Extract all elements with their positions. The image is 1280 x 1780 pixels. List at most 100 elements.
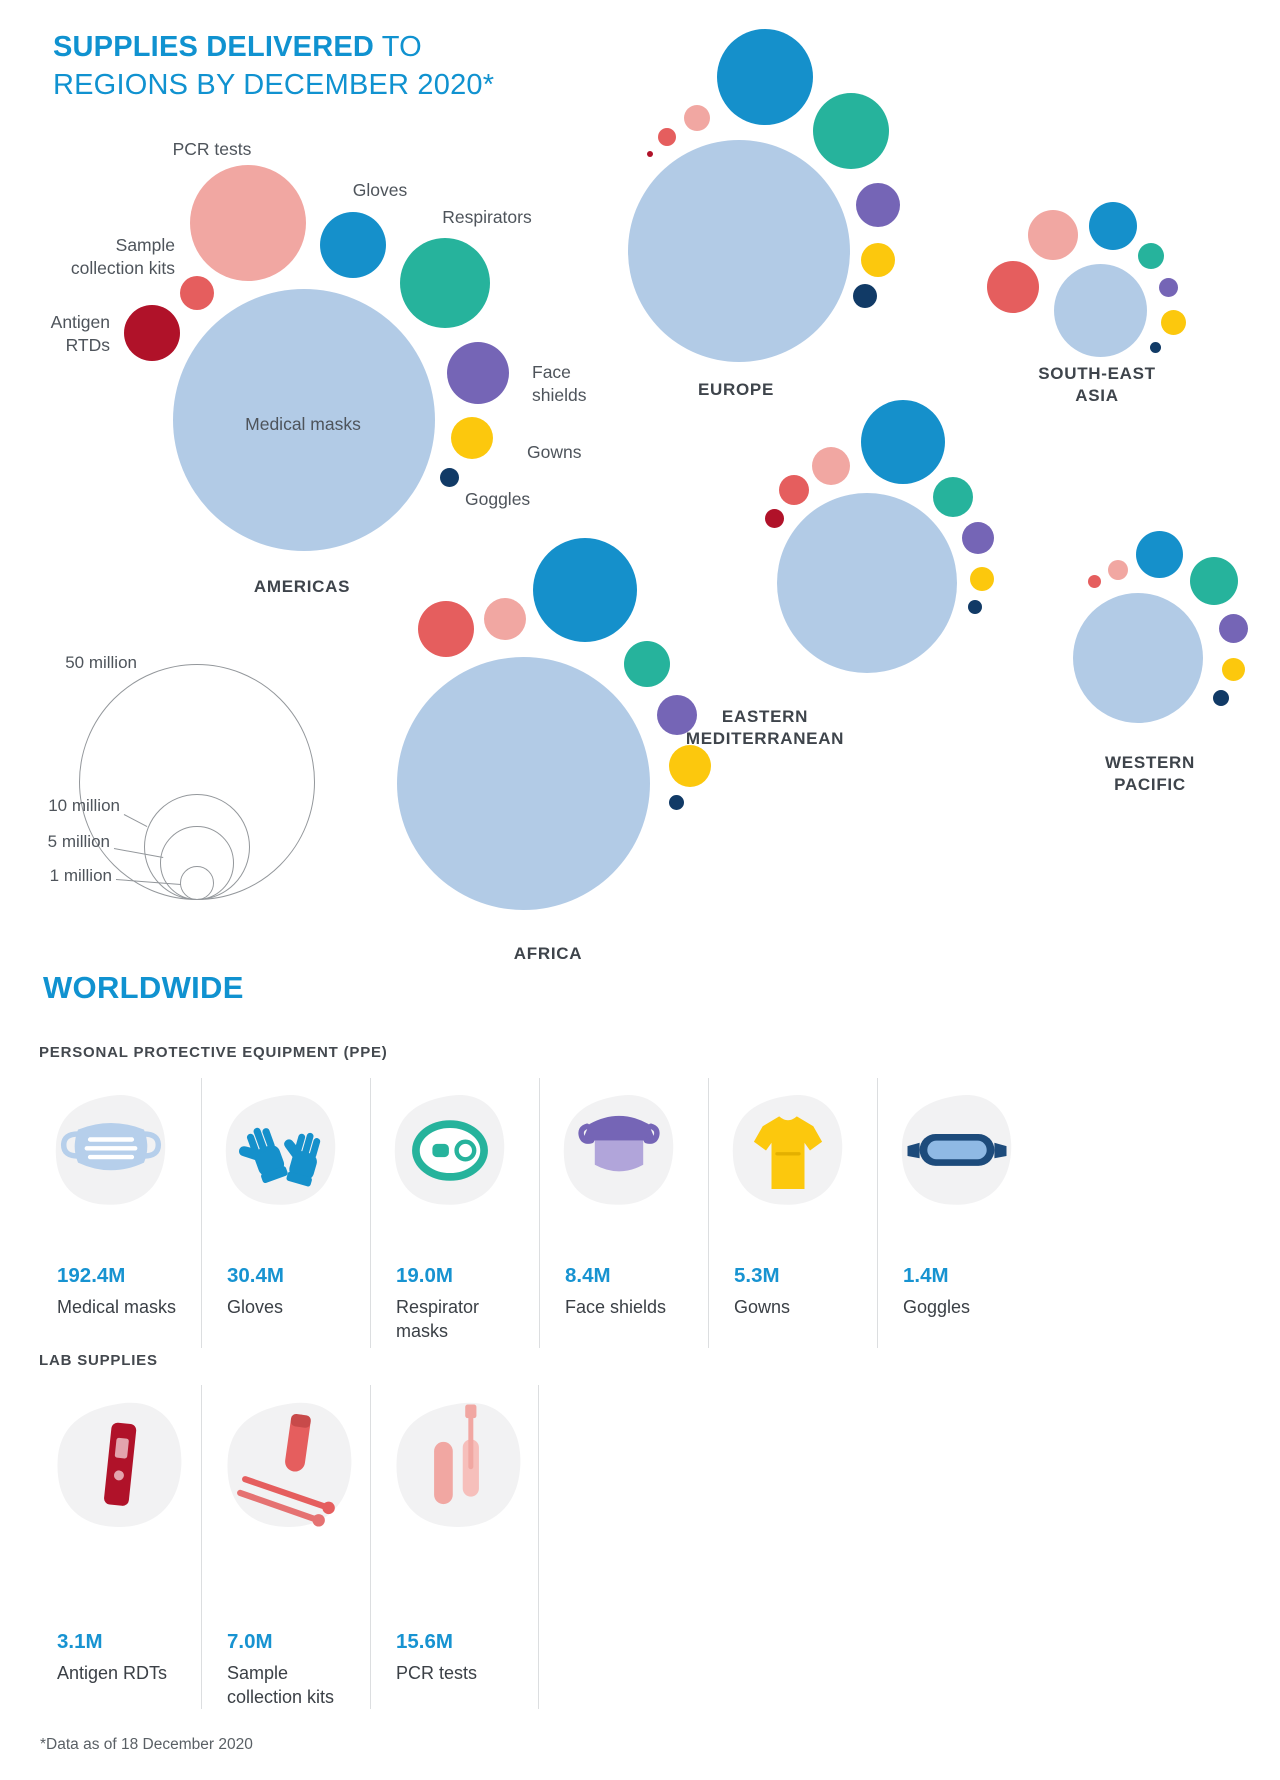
gloves-icon (215, 1090, 370, 1256)
region-label-europe: EUROPE (698, 380, 774, 399)
supply-label: Medical masks (57, 1297, 177, 1317)
face-shield-icon (553, 1090, 708, 1256)
bubble-south-east-asia-respirators (1138, 243, 1164, 269)
bubble-africa-sample-collection-kits (418, 601, 474, 657)
bubble-europe-gowns (861, 243, 895, 277)
bubble-western-pacific-gloves (1135, 530, 1183, 578)
page-title: SUPPLIES DELIVERED TO REGIONS BY DECEMBE… (53, 28, 494, 104)
bubble-americas-face-shields (447, 342, 509, 404)
bubble-south-east-asia-sample-collection-kits (987, 261, 1039, 313)
supply-value: 30.4M (227, 1264, 284, 1287)
medical-mask-icon (45, 1090, 201, 1256)
bubble-europe-medical-masks (628, 140, 850, 362)
legend-label-50m: 50 million (65, 653, 137, 672)
bubble-americas-respirators (400, 238, 490, 328)
footnote: *Data as of 18 December 2020 (40, 1736, 253, 1753)
bubble-western-pacific-pcr-tests (1108, 560, 1128, 580)
chart-label-gloves: Gloves (352, 180, 408, 200)
bubble-africa-medical-masks (396, 656, 650, 910)
bubble-south-east-asia-gowns (1160, 309, 1186, 335)
bubble-europe-pcr-tests (684, 105, 710, 131)
bubble-eastern-mediterranean-gowns (970, 567, 994, 591)
respirator-icon (384, 1090, 539, 1256)
chart-label-medical-masks: Medical masks (245, 414, 361, 434)
chart-label-sample-collection-kits: Sample collection kits (70, 235, 175, 278)
bubble-chart: AMERICAS EUROPE SOUTH-EAST ASIA EASTERN MEDIT… (48, 29, 1248, 963)
supply-value: 19.0M (396, 1264, 453, 1287)
supply-value: 15.6M (396, 1630, 453, 1653)
pcr-test-icon (384, 1397, 538, 1622)
ppe-items-row: 192.4M Medical masks 30.4M Gloves 19.0M Res… (32, 1078, 1046, 1348)
supply-item-goggles: 1.4M Goggles (877, 1078, 1046, 1348)
chart-label-pcr-tests: PCR tests (172, 139, 252, 159)
lab-items-row: 3.1M Antigen RDTs 7.0M Sample collection k… (32, 1385, 539, 1709)
chart-label-face-shields: Face shields (532, 362, 587, 405)
bubble-western-pacific-face-shields (1218, 613, 1248, 643)
bubble-africa-face-shields (657, 695, 697, 735)
supply-label: Gloves (227, 1297, 284, 1317)
goggles-icon (891, 1090, 1046, 1256)
supply-item-sample-kit: 7.0M Sample collection kits (201, 1385, 370, 1709)
worldwide-heading: WORLDWIDE (43, 970, 244, 1005)
bubble-americas-gowns (451, 417, 493, 459)
bubble-americas-pcr-tests (190, 165, 306, 281)
supply-label: Respirator masks (396, 1297, 480, 1341)
bubble-western-pacific-gowns (1221, 657, 1245, 681)
chart-label-antigen-rtds: Antigen RTDs (50, 312, 110, 355)
region-label-western-pacific: PACIFIC (1114, 775, 1186, 794)
bubble-south-east-asia-pcr-tests (1028, 210, 1078, 260)
supply-label: Sample collection kits (227, 1663, 335, 1707)
chart-label-gowns: Gowns (527, 442, 582, 462)
bubble-south-east-asia-face-shields (1158, 277, 1178, 297)
page-title-line1: SUPPLIES DELIVERED TO (53, 28, 494, 66)
bubble-europe-respirators (813, 93, 889, 169)
bubble-europe-goggles (853, 284, 877, 308)
supply-value: 192.4M (57, 1264, 126, 1287)
legend-label-1m: 1 million (49, 866, 112, 885)
gown-icon (722, 1090, 877, 1256)
bubble-south-east-asia-gloves (1089, 202, 1137, 250)
sample-kit-icon (215, 1397, 370, 1622)
bubble-eastern-mediterranean-medical-masks (777, 493, 957, 673)
bubble-americas-medical-masks (173, 289, 435, 551)
page-title-light: TO (374, 31, 422, 63)
supply-item-respirator: 19.0M Respirator masks (370, 1078, 539, 1348)
bubble-europe-sample-collection-kits (658, 128, 676, 146)
bubble-africa-gloves (533, 538, 637, 642)
supply-item-face-shield: 8.4M Face shields (539, 1078, 708, 1348)
bubble-europe-gloves (717, 29, 813, 125)
region-label-africa: AFRICA (513, 944, 583, 963)
page-title-line2: REGIONS BY DECEMBER 2020* (53, 69, 495, 101)
supply-item-antigen-rdt: 3.1M Antigen RDTs (32, 1385, 201, 1709)
region-label-eastern-mediterranean: MEDITERRANEAN (685, 729, 845, 748)
bubble-south-east-asia-medical-masks (1053, 263, 1147, 357)
bubble-western-pacific-medical-masks (1073, 593, 1203, 723)
bubble-americas-goggles (439, 467, 459, 487)
bubble-africa-respirators (624, 641, 670, 687)
bubble-americas-antigen-rtds (124, 305, 180, 361)
supply-label: Face shields (565, 1297, 667, 1317)
bubble-eastern-mediterranean-pcr-tests (812, 447, 850, 485)
supply-value: 1.4M (903, 1264, 949, 1287)
supply-label: Gowns (734, 1297, 791, 1317)
supply-value: 8.4M (565, 1264, 611, 1287)
bubble-americas-sample-collection-kits (180, 276, 214, 310)
supply-label: PCR tests (396, 1663, 478, 1683)
bubble-south-east-asia-goggles (1149, 341, 1161, 353)
region-label-south-east-asia: SOUTH-EAST (1038, 364, 1156, 383)
legend-label-10m: 10 million (48, 796, 120, 815)
bubble-eastern-mediterranean-antigen-rtds (764, 508, 784, 528)
bubble-africa-gowns (669, 745, 711, 787)
supply-value: 5.3M (734, 1264, 780, 1287)
antigen-rdt-icon (45, 1397, 201, 1622)
region-label-eastern-mediterranean: EASTERN (721, 707, 809, 726)
page-title-bold: SUPPLIES DELIVERED (53, 31, 375, 63)
bubble-africa-goggles (668, 794, 684, 810)
supply-item-gloves: 30.4M Gloves (201, 1078, 370, 1348)
supply-item-gown: 5.3M Gowns (708, 1078, 877, 1348)
ppe-section-heading: PERSONAL PROTECTIVE EQUIPMENT (PPE) (39, 1044, 388, 1061)
supply-value: 3.1M (57, 1630, 103, 1653)
lab-section-heading: LAB SUPPLIES (39, 1352, 158, 1369)
chart-label-goggles: Goggles (465, 489, 531, 509)
